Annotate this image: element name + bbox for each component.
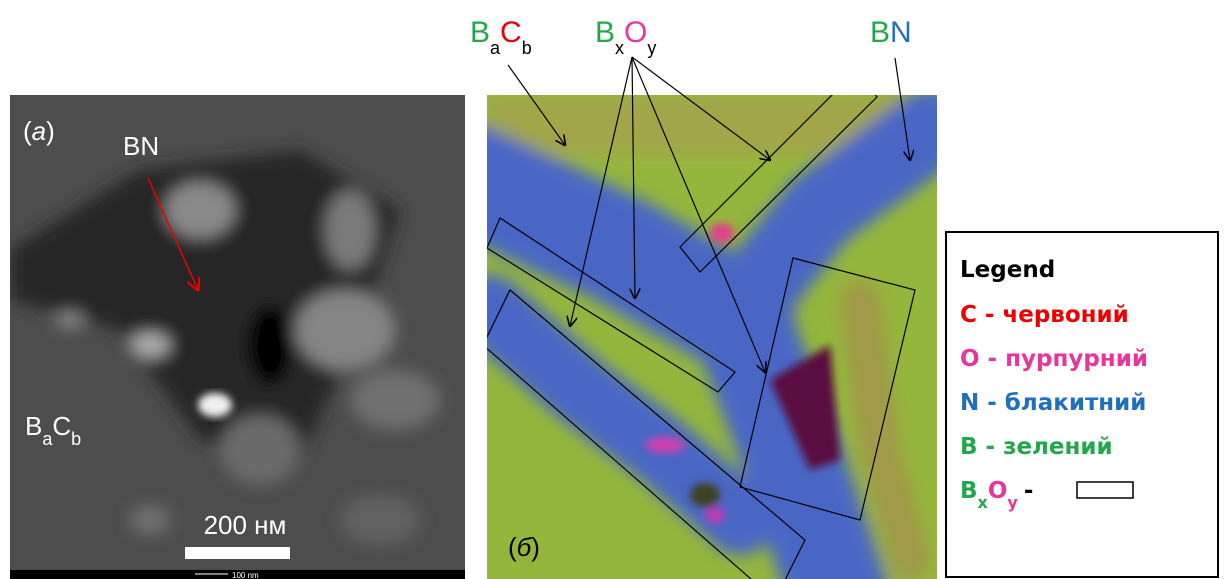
t: x — [615, 38, 624, 58]
figure: (а) BN BaCb 200 нм 100 nm (б) BaCb BxOy … — [0, 0, 1226, 579]
sem-image — [10, 95, 465, 579]
bacb-label: BaCb — [470, 16, 532, 58]
t: - — [1024, 478, 1034, 504]
legend-item: B - зелений — [960, 434, 1113, 460]
letter: а — [32, 116, 46, 146]
t: B — [470, 16, 490, 49]
t: C — [500, 16, 522, 49]
panel-label: (б) — [508, 532, 540, 562]
t: O — [624, 16, 647, 49]
paren: ( — [23, 116, 32, 146]
legend-item: N - блакитний — [960, 390, 1146, 416]
t: y — [1007, 493, 1018, 512]
letter: б — [517, 532, 533, 562]
footer-scale: 100 nm — [232, 571, 259, 579]
t: B — [960, 478, 978, 504]
t: B — [25, 411, 42, 441]
t: B — [870, 16, 890, 49]
paren: ) — [46, 116, 55, 146]
t: N — [890, 16, 912, 49]
legend-item: C - червоний — [960, 302, 1129, 328]
t: O — [988, 478, 1008, 504]
legend-title: Legend — [960, 257, 1055, 283]
page: {"panel_a": {"label": ["(", "а", ")"], "… — [0, 0, 1226, 579]
bn-label: BN — [123, 131, 159, 161]
eds-map — [470, 72, 937, 579]
t: b — [71, 429, 81, 449]
legend-item: O - пурпурний — [960, 346, 1148, 372]
scale-label: 200 нм — [204, 510, 287, 540]
bxoy-label: BxOy — [595, 16, 656, 58]
t: B — [595, 16, 615, 49]
t: b — [522, 38, 532, 58]
paren: ) — [531, 532, 540, 562]
panel-label: (а) — [23, 116, 55, 146]
paren: ( — [508, 532, 517, 562]
bn-top-label: BN — [870, 16, 912, 49]
t: C — [52, 411, 71, 441]
t: y — [647, 38, 656, 58]
scale-bar — [185, 547, 290, 559]
